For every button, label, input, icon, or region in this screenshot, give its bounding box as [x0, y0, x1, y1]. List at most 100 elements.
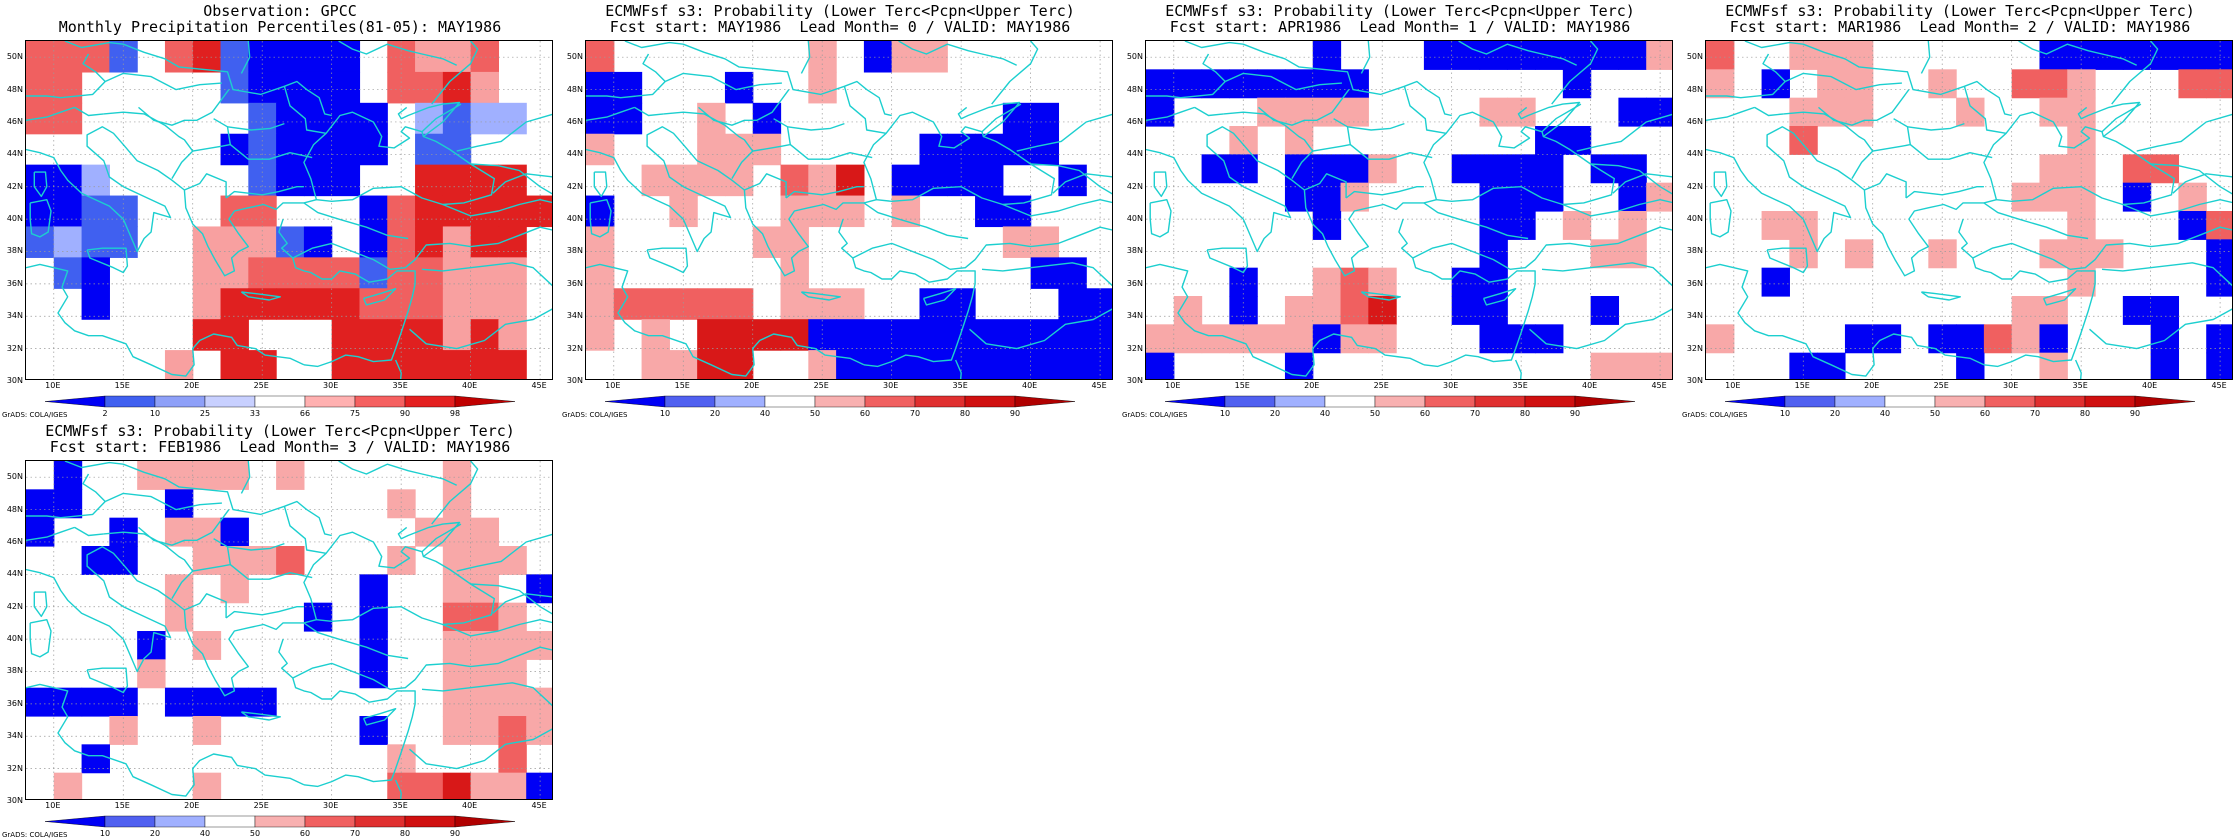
grid-cell: [26, 71, 55, 104]
coastline: [2101, 103, 2142, 133]
y-tick-label: 40N: [6, 634, 23, 644]
y-tick-label: 30N: [6, 796, 23, 805]
grid-cell: [303, 288, 333, 320]
grid-cell: [2011, 296, 2041, 325]
coastline: [138, 89, 230, 126]
grid-cell: [1844, 69, 1874, 99]
coastline: [1304, 173, 1347, 198]
grid-cell: [1479, 211, 1508, 240]
grid-cell: [613, 71, 643, 104]
grid-cell: [1646, 352, 1672, 379]
colorbar-label: 80: [399, 829, 411, 838]
grid-cell: [192, 226, 222, 258]
grid-cell: [1058, 319, 1087, 351]
colorbar-segment: [1224, 395, 1276, 408]
colorbar-label: 90: [2129, 409, 2141, 418]
grid-cell: [1173, 69, 1203, 99]
grid-cell: [470, 319, 500, 351]
grid-cell: [276, 257, 305, 289]
colorbar-segment: [454, 395, 515, 408]
colorbar-label: 20: [1269, 409, 1281, 418]
grid-cell: [81, 687, 110, 717]
grid-cell: [387, 71, 416, 104]
panel-title-line2: Fcst start: MAR1986 Lead Month= 2 / VALI…: [1729, 18, 2191, 36]
grid-cell: [1030, 133, 1060, 166]
coastline: [1052, 173, 1112, 194]
colorbar-label: 70: [349, 829, 361, 838]
coastline: [969, 308, 1112, 350]
grid-cell: [81, 226, 110, 258]
colorbar-label: 90: [449, 829, 461, 838]
grid-cell: [1340, 154, 1369, 184]
grid-cell: [442, 195, 472, 228]
coastline: [104, 492, 222, 511]
grid-cell: [498, 687, 527, 717]
grid-cell: [780, 319, 809, 351]
coastline: [2089, 308, 2232, 350]
coastline: [1436, 135, 1615, 206]
coastline: [1551, 41, 1599, 105]
grid-cell: [470, 631, 500, 660]
coastline: [1920, 41, 1931, 74]
coastline: [1754, 106, 1784, 117]
coastline: [2111, 41, 2159, 105]
coastline: [2172, 173, 2232, 194]
grid-cell: [442, 133, 472, 166]
y-tick-label: 34N: [1126, 311, 1143, 321]
y-tick-label: 42N: [566, 181, 583, 191]
grid-cell: [359, 631, 388, 660]
coastline: [283, 506, 327, 554]
grid-cell: [586, 288, 615, 320]
grid-cell: [331, 288, 361, 320]
grid-cell: [1451, 296, 1481, 325]
colorbar-label: 66: [299, 409, 311, 418]
colorbar-label: 98: [449, 409, 461, 418]
colorbar-segment: [1324, 395, 1376, 408]
coastline: [991, 41, 1039, 105]
grid-cell: [1312, 211, 1342, 240]
colorbar-label: 10: [149, 409, 161, 418]
y-tick-label: 30N: [1686, 376, 1703, 385]
grid-cell: [919, 350, 948, 379]
grid-cell: [331, 164, 361, 197]
coastline: [338, 41, 457, 66]
map-frame: [25, 40, 553, 380]
colorbar-segment: [1884, 395, 1936, 408]
x-tick-label: 35E: [392, 381, 408, 390]
grid-cell: [2206, 239, 2232, 269]
colorbar-segment: [1274, 395, 1326, 408]
grid-cell: [498, 288, 527, 320]
grid-cell: [1030, 102, 1060, 135]
colorbar-label: 50: [249, 829, 261, 838]
grid-cell: [387, 489, 416, 519]
y-tick-label: 32N: [1686, 343, 1703, 353]
map-frame: [25, 460, 553, 800]
colorbar-segment: [864, 395, 916, 408]
coastline: [634, 106, 664, 117]
grid-cell: [498, 631, 527, 660]
colorbar: [605, 395, 1075, 408]
y-tick-label: 44N: [1686, 149, 1703, 159]
grid-cell: [919, 319, 948, 351]
grid-cell: [415, 41, 444, 73]
coastline: [1706, 81, 1786, 99]
grid-cell: [2150, 296, 2180, 325]
grid-cell: [331, 71, 361, 104]
colorbar-segment: [45, 395, 106, 408]
coastline: [698, 89, 790, 126]
grid-cell: [415, 102, 444, 135]
x-tick-label: 45E: [1091, 381, 1107, 390]
grid-cell: [1618, 211, 1647, 240]
grid-cell: [891, 164, 921, 197]
y-tick-label: 30N: [566, 376, 583, 385]
coastline: [1030, 163, 1112, 195]
colorbar-label: 60: [1419, 409, 1431, 418]
grid-cell: [442, 257, 472, 289]
coastline: [1206, 247, 1249, 274]
colorbar-segment: [1424, 395, 1476, 408]
coastline: [227, 122, 285, 131]
grid-cell: [1590, 352, 1620, 379]
coastline: [1202, 53, 1226, 82]
colorbar-label: 80: [1519, 409, 1531, 418]
grid-cell: [26, 41, 55, 73]
